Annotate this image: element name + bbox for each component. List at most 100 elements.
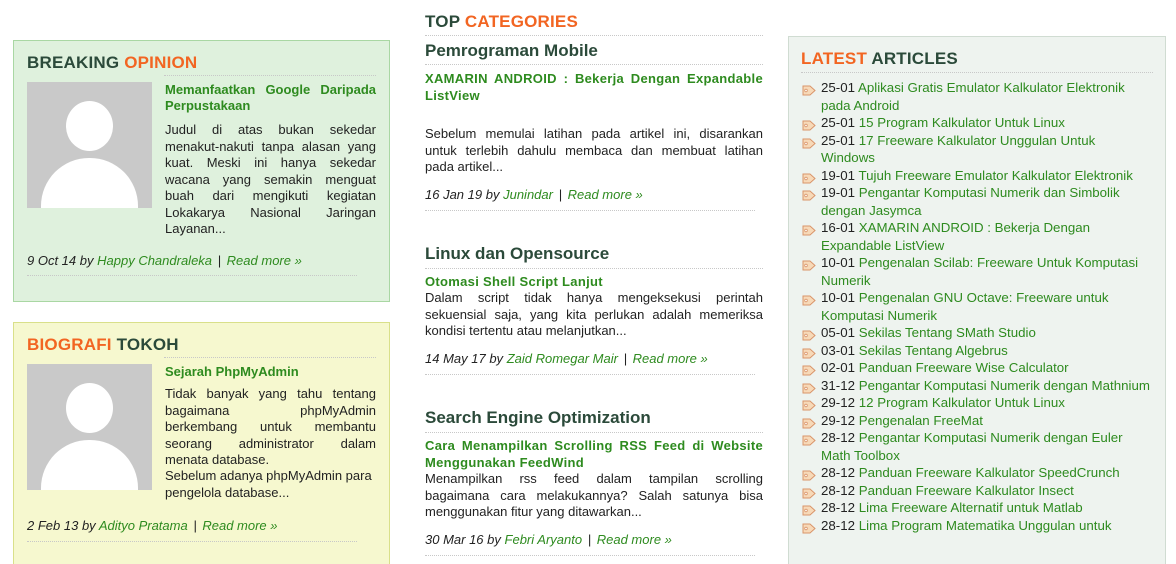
post-title-link[interactable]: Cara Menampilkan Scrolling RSS Feed di W… (425, 438, 763, 470)
author-link[interactable]: Febri Aryanto (504, 532, 583, 547)
article-title-link[interactable]: Pengenalan Scilab: Freeware Untuk Komput… (821, 255, 1139, 288)
tag-icon (802, 293, 816, 306)
author-link[interactable]: Zaid Romegar Mair (506, 351, 618, 366)
article-title-link[interactable]: Lima Program Matematika Unggulan untuk (858, 517, 1112, 533)
article-title-link[interactable]: Sekilas Tentang SMath Studio (858, 325, 1036, 340)
divider (425, 432, 763, 433)
article-date: 25-01 (821, 132, 856, 148)
tag-icon (802, 328, 816, 341)
latest-article-item: 28-12 Lima Program Matematika Unggulan u… (801, 517, 1151, 535)
divider (27, 541, 357, 542)
biografi-tokoh-heading: BIOGRAFI TOKOH (27, 335, 179, 355)
tag-icon (802, 258, 816, 271)
post-date: 2 Feb 13 (27, 518, 79, 533)
read-more-link[interactable]: Read more » (226, 253, 302, 268)
read-more-link[interactable]: Read more » (567, 187, 643, 202)
article-date: 05-01 (821, 325, 856, 340)
tag-icon (802, 433, 816, 446)
biografi-tokoh-box: BIOGRAFI TOKOH Sejarah PhpMyAdmin Tidak … (13, 322, 390, 564)
divider (425, 210, 755, 211)
tag-icon (802, 171, 816, 183)
top-categories-heading: TOP CATEGORIES (425, 12, 578, 32)
article-title-link[interactable]: Pengenalan FreeMat (858, 412, 983, 428)
meta-separator: | (623, 351, 627, 366)
author-link[interactable]: Happy Chandraleka (97, 253, 213, 268)
article-title-link[interactable]: 15 Program Kalkulator Untuk Linux (858, 115, 1065, 130)
article-title-link[interactable]: Aplikasi Gratis Emulator Kalkulator Elek… (821, 80, 1125, 113)
read-more-link[interactable]: Read more » (202, 518, 278, 533)
post-title-link[interactable]: Sejarah PhpMyAdmin (165, 364, 299, 379)
heading-part-2: CATEGORIES (464, 12, 579, 31)
post-title-link[interactable]: XAMARIN ANDROID : Bekerja Dengan Expanda… (425, 71, 763, 103)
tag-icon (802, 468, 816, 481)
divider (27, 275, 357, 276)
article-date: 02-01 (821, 360, 856, 375)
meta-separator: | (193, 518, 197, 533)
latest-article-item: 28-12 Panduan Freeware Kalkulator SpeedC… (801, 464, 1151, 482)
article-date: 28-12 (821, 465, 856, 480)
article-title-link[interactable]: 17 Freeware Kalkulator Unggulan Untuk Wi… (821, 132, 1096, 166)
article-title-link[interactable]: Pengantar Komputasi Numerik dan Simbolik… (821, 185, 1120, 218)
tag-icon (802, 136, 816, 148)
tag-icon (802, 188, 816, 201)
article-title-link[interactable]: Tujuh Freeware Emulator Kalkulator Elekt… (858, 167, 1133, 183)
divider (164, 357, 376, 358)
divider (425, 268, 763, 269)
divider (425, 555, 755, 556)
read-more-link[interactable]: Read more » (632, 351, 708, 366)
post-excerpt-continued: Sebelum adanya phpMyAdmin para pengelola… (165, 468, 372, 500)
latest-article-item: 19-01 Pengantar Komputasi Numerik dan Si… (801, 184, 1151, 219)
heading-part-1: LATEST (801, 49, 868, 68)
post-title-link[interactable]: Otomasi Shell Script Lanjut (425, 274, 603, 289)
article-title-link[interactable]: Sekilas Tentang Algebrus (858, 342, 1008, 358)
author-link[interactable]: Junindar (503, 187, 553, 202)
article-title-link[interactable]: Panduan Freeware Wise Calculator (858, 360, 1069, 375)
article-date: 25-01 (821, 115, 856, 130)
post-date: 30 Mar 16 (425, 532, 484, 547)
tag-icon (802, 381, 816, 393)
latest-article-item: 25-01 Aplikasi Gratis Emulator Kalkulato… (801, 79, 1151, 114)
article-title-link[interactable]: Lima Freeware Alternatif untuk Matlab (858, 500, 1083, 515)
category-title-linux-opensource[interactable]: Linux dan Opensource (425, 244, 610, 263)
latest-article-item: 10-01 Pengenalan GNU Octave: Freeware un… (801, 289, 1151, 324)
article-title-link[interactable]: Panduan Freeware Kalkulator Insect (858, 482, 1074, 498)
post-meta: 2 Feb 13 by Adityo Pratama | Read more » (27, 518, 278, 533)
tag-icon (802, 118, 816, 131)
post-title-link[interactable]: Memanfaatkan Google Daripada Perpustakaa… (165, 82, 376, 113)
post-date: 14 May 17 (425, 351, 486, 366)
tag-icon (802, 486, 816, 498)
category-title-pemrograman-mobile[interactable]: Pemrograman Mobile (425, 41, 598, 60)
heading-part-1: BIOGRAFI (27, 335, 112, 354)
tag-icon (802, 521, 816, 533)
article-title-link[interactable]: 12 Program Kalkulator Untuk Linux (858, 395, 1065, 410)
article-title-link[interactable]: Pengantar Komputasi Numerik dengan Euler… (821, 430, 1123, 463)
meta-separator: | (217, 253, 222, 268)
latest-article-item: 29-12 12 Program Kalkulator Untuk Linux (801, 394, 1151, 412)
heading-part-2: TOKOH (116, 335, 179, 354)
post-date: 9 Oct 14 (27, 253, 77, 268)
post-date: 16 Jan 19 (425, 187, 483, 202)
article-date: 10-01 (821, 290, 856, 305)
latest-articles-list: 25-01 Aplikasi Gratis Emulator Kalkulato… (801, 79, 1151, 534)
category-title-seo[interactable]: Search Engine Optimization (425, 408, 651, 427)
tag-icon (802, 363, 816, 376)
latest-article-item: 25-01 17 Freeware Kalkulator Unggulan Un… (801, 132, 1151, 167)
article-date: 29-12 (821, 395, 856, 410)
breaking-opinion-heading: BREAKING OPINION (27, 53, 197, 73)
post-meta: 30 Mar 16 by Febri Aryanto | Read more » (425, 532, 672, 547)
article-title-link[interactable]: Pengantar Komputasi Numerik dengan Mathn… (858, 377, 1150, 393)
author-link[interactable]: Adityo Pratama (98, 518, 188, 533)
post-meta: 9 Oct 14 by Happy Chandraleka | Read mor… (27, 253, 302, 268)
latest-article-item: 29-12 Pengenalan FreeMat (801, 412, 1151, 430)
article-title-link[interactable]: XAMARIN ANDROID : Bekerja Dengan Expanda… (821, 220, 1091, 253)
latest-article-item: 02-01 Panduan Freeware Wise Calculator (801, 359, 1151, 377)
article-date: 10-01 (821, 255, 856, 270)
heading-part-2: OPINION (124, 53, 198, 72)
read-more-link[interactable]: Read more » (596, 532, 672, 547)
latest-article-item: 28-12 Pengantar Komputasi Numerik dengan… (801, 429, 1151, 464)
article-title-link[interactable]: Panduan Freeware Kalkulator SpeedCrunch (858, 465, 1120, 480)
tag-icon (802, 416, 816, 428)
latest-article-item: 25-01 15 Program Kalkulator Untuk Linux (801, 114, 1151, 132)
heading-part-1: TOP (425, 12, 460, 31)
article-title-link[interactable]: Pengenalan GNU Octave: Freeware untuk Ko… (821, 290, 1109, 323)
